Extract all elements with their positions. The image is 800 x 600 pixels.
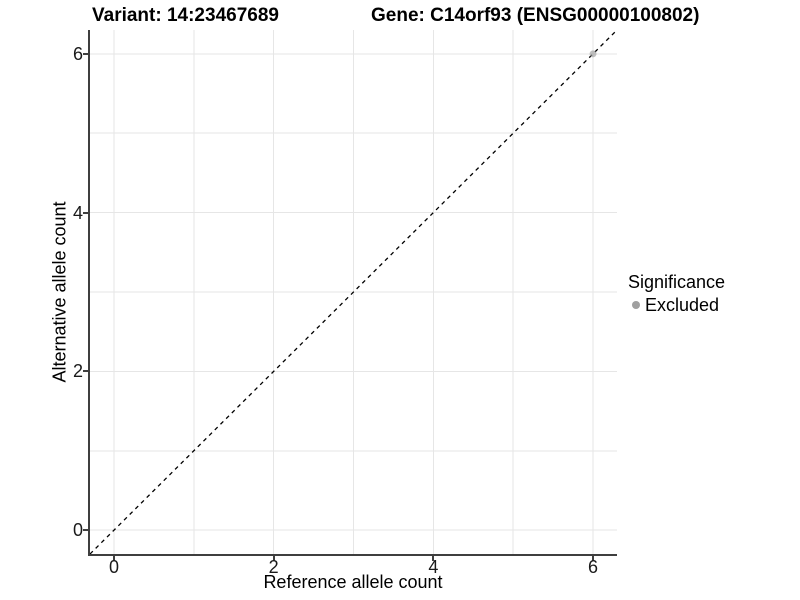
x-tick-mark <box>592 556 595 561</box>
y-tick-mark <box>83 52 88 55</box>
legend-entry-label: Excluded <box>645 294 720 315</box>
data-points <box>589 50 597 58</box>
legend-title: Significance <box>628 272 726 292</box>
excluded-dot-icon <box>632 301 640 309</box>
x-tick-label: 6 <box>588 557 599 577</box>
legend-entry-excluded: Excluded <box>628 295 725 315</box>
plot-canvas <box>90 30 617 554</box>
gridlines <box>90 30 617 554</box>
y-tick-label: 4 <box>72 202 83 223</box>
plot-title-gene: Gene: C14orf93 (ENSG00000100802) <box>371 5 700 26</box>
legend-key <box>628 297 644 313</box>
x-tick-label: 2 <box>268 557 279 577</box>
y-tick-mark <box>83 529 88 532</box>
plot-title-variant: Variant: 14:23467689 <box>92 5 279 26</box>
y-tick-mark <box>83 211 88 214</box>
y-tick-label: 0 <box>72 520 83 541</box>
x-tick-mark <box>272 556 275 561</box>
y-tick-label: 2 <box>72 361 83 382</box>
y-tick-mark <box>83 370 88 373</box>
x-tick-mark <box>112 556 115 561</box>
y-tick-label: 6 <box>72 43 83 64</box>
x-tick-label: 0 <box>108 557 119 577</box>
identity-dashed-line <box>90 30 617 554</box>
significance-legend: Significance Excluded <box>628 272 725 315</box>
y-axis-title: Alternative allele count <box>49 201 70 383</box>
x-axis-title: Reference allele count <box>263 572 443 592</box>
plot-panel <box>88 30 617 556</box>
x-tick-label: 4 <box>428 557 439 577</box>
x-tick-mark <box>432 556 435 561</box>
